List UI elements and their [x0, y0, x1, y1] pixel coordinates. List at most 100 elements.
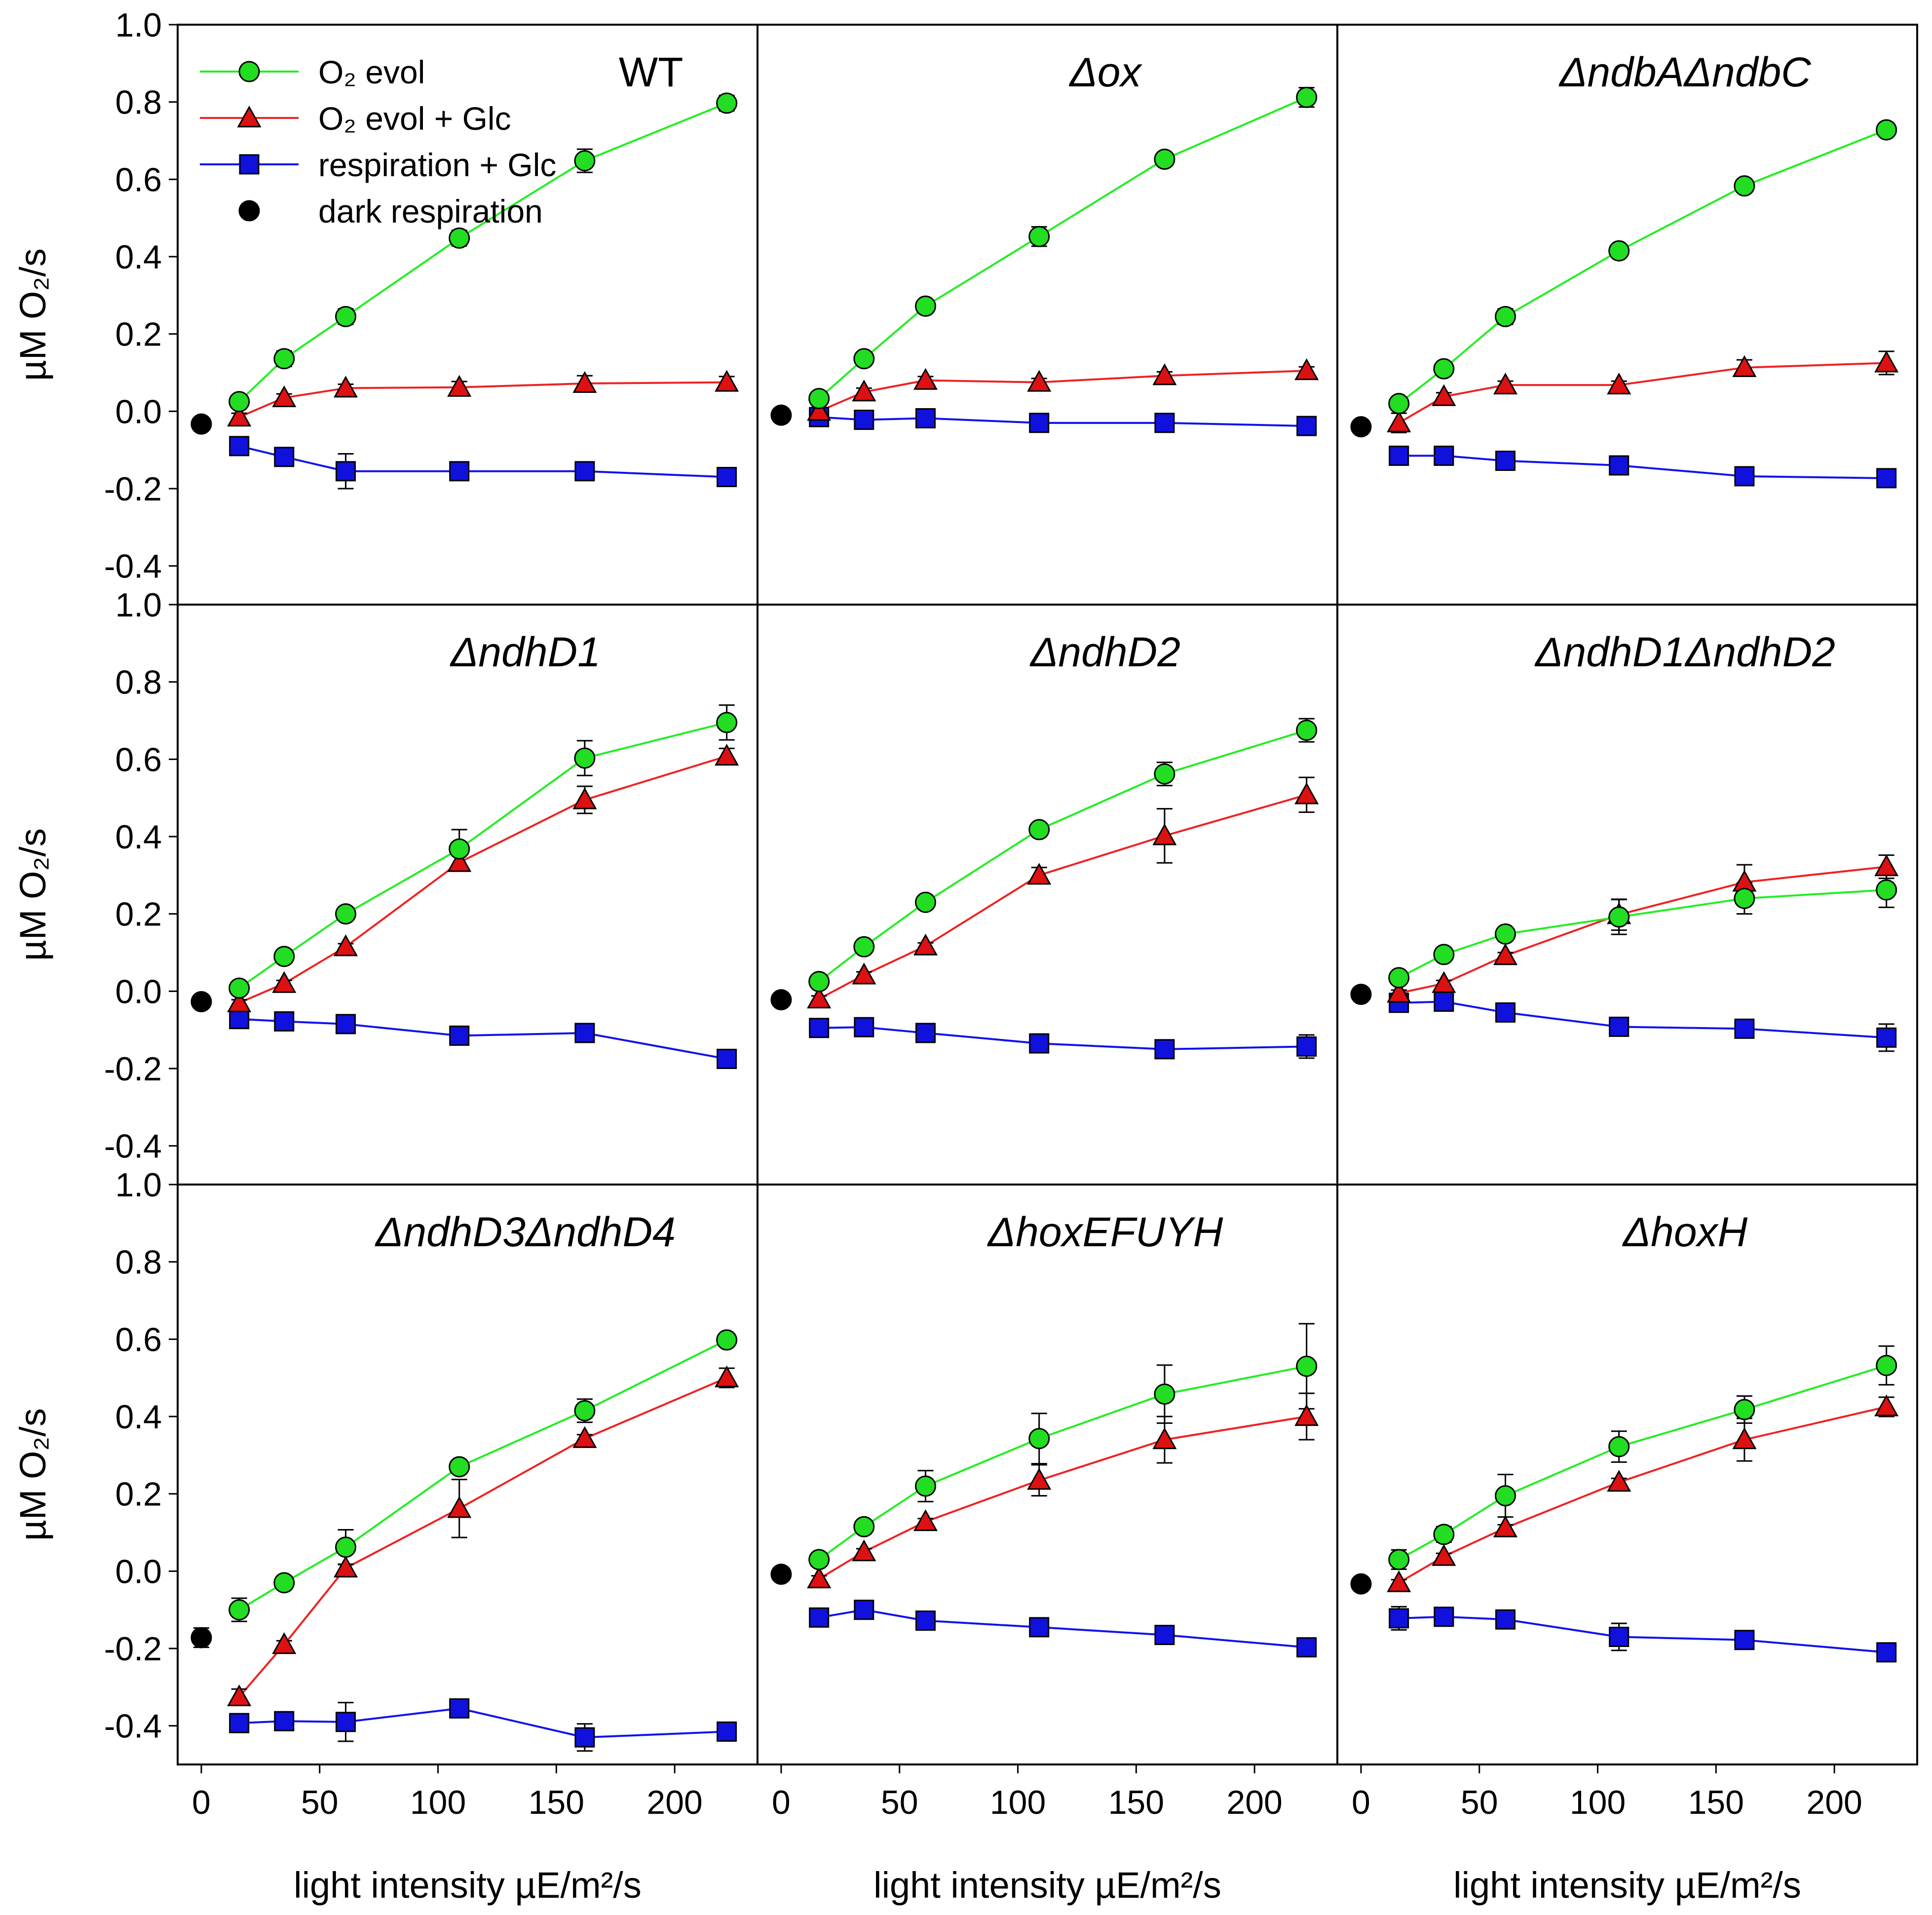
data-point-o2_evol	[228, 1599, 250, 1621]
data-point-o2_evol	[716, 712, 738, 733]
y-tick-label: 0.8	[115, 84, 162, 121]
data-point-o2_evol_glc	[852, 962, 876, 985]
data-point-o2_evol_glc	[447, 850, 472, 872]
data-point-o2_evol_glc	[1432, 971, 1456, 993]
data-point-o2_evol	[273, 1572, 295, 1594]
data-point-resp_glc	[574, 461, 595, 482]
panel-title: ΔhoxH	[1622, 1209, 1748, 1255]
data-point-o2_evol_glc	[1874, 1394, 1899, 1417]
data-point-o2_evol	[716, 92, 738, 114]
panel-title: ΔndhD3ΔndhD4	[375, 1209, 676, 1255]
data-point-resp_glc	[717, 467, 737, 487]
series-line-o2_evol_glc	[1398, 1406, 1887, 1584]
data-point-o2_evol_glc	[715, 1365, 739, 1387]
data-point-o2_evol	[449, 227, 470, 249]
x-tick-label: 200	[1226, 1784, 1282, 1821]
data-point-resp_glc	[229, 1009, 250, 1030]
data-point-o2_evol	[853, 348, 875, 370]
data-point-o2_evol	[574, 747, 596, 769]
data-point-o2_evol_glc	[272, 971, 297, 993]
series-line-resp_glc	[239, 445, 727, 478]
y-tick-label: 0.0	[115, 393, 162, 430]
y-axis-title: µM O₂/s	[12, 1408, 53, 1541]
data-point-o2_evol_glc	[1294, 1404, 1319, 1426]
panel-title: WT	[619, 49, 683, 95]
data-point-o2_evol	[449, 1456, 470, 1478]
series-line-o2_evol_glc	[818, 1416, 1307, 1580]
data-point-o2_evol	[1388, 393, 1410, 415]
data-point-o2_evol_glc	[1732, 355, 1757, 377]
data-point-o2_evol_glc	[1294, 782, 1319, 804]
panel-title: ΔndhD2	[1029, 629, 1180, 675]
y-tick-label: -0.2	[104, 470, 162, 508]
data-point-o2_evol_glc	[572, 371, 597, 393]
legend-swatch-marker	[237, 105, 262, 128]
data-point-resp_glc	[1296, 1036, 1317, 1057]
y-axis-title: µM O₂/s	[12, 828, 53, 961]
y-tick-label: -0.4	[104, 1708, 162, 1745]
data-point-o2_evol	[915, 295, 937, 317]
data-point-dark-respiration	[1350, 984, 1372, 1005]
data-point-o2_evol	[1495, 1485, 1516, 1507]
data-point-resp_glc	[1495, 1002, 1516, 1023]
data-point-o2_evol	[1433, 944, 1455, 965]
data-point-dark-respiration	[770, 1564, 792, 1585]
data-point-o2_evol_glc	[913, 1509, 938, 1532]
data-point-o2_evol	[1028, 1428, 1050, 1450]
y-tick-label: -0.4	[104, 1128, 162, 1165]
data-point-o2_evol_glc	[333, 934, 358, 957]
data-point-resp_glc	[1154, 1039, 1175, 1060]
data-point-o2_evol	[1154, 149, 1175, 170]
y-tick-label: 0.8	[115, 664, 162, 701]
data-point-resp_glc	[336, 1014, 356, 1034]
data-point-o2_evol	[335, 903, 357, 925]
series-line-o2_evol	[1398, 129, 1887, 405]
data-point-o2_evol_glc	[807, 399, 832, 421]
x-axis-title: light intensity µE/m²/s	[873, 1865, 1221, 1906]
data-point-resp_glc	[1434, 1607, 1454, 1627]
data-point-resp_glc	[229, 436, 250, 457]
plot-frame	[177, 24, 1918, 1765]
data-point-o2_evol_glc	[227, 990, 252, 1012]
data-point-resp_glc	[1029, 1617, 1050, 1638]
data-point-resp_glc	[1389, 1608, 1409, 1629]
y-tick-label: 0.0	[115, 1553, 162, 1590]
data-point-resp_glc	[854, 410, 874, 430]
panel-8: ΔhoxH	[1350, 1209, 1899, 1663]
data-point-o2_evol_glc	[333, 1555, 358, 1578]
data-point-o2_evol	[1495, 923, 1516, 945]
series-line-resp_glc	[239, 1707, 727, 1739]
x-tick-label: 200	[646, 1784, 702, 1821]
data-point-o2_evol_glc	[1387, 410, 1411, 432]
data-point-resp_glc	[449, 461, 470, 482]
y-tick-label: 1.0	[115, 1166, 162, 1204]
data-point-o2_evol	[915, 891, 937, 913]
x-tick-label: 0	[1352, 1784, 1370, 1821]
y-tick-label: 0.4	[115, 818, 162, 856]
panel-title: ΔndbAΔndbC	[1558, 49, 1812, 95]
data-point-o2_evol_glc	[272, 385, 297, 408]
data-point-resp_glc	[1734, 466, 1755, 487]
data-point-o2_evol	[574, 1400, 596, 1421]
legend-swatch-marker	[239, 154, 260, 175]
data-point-o2_evol	[853, 1516, 875, 1537]
data-point-o2_evol_glc	[1874, 854, 1899, 877]
data-point-resp_glc	[1734, 1630, 1755, 1650]
data-point-o2_evol_glc	[913, 933, 938, 956]
data-point-dark-respiration	[190, 413, 212, 435]
data-point-o2_evol	[228, 391, 250, 413]
data-point-o2_evol	[808, 387, 830, 409]
series-line-resp_glc	[819, 416, 1307, 427]
data-point-resp_glc	[809, 1607, 830, 1628]
data-point-resp_glc	[854, 1600, 874, 1620]
series-line-o2_evol_glc	[238, 1377, 727, 1698]
data-point-o2_evol	[1296, 1355, 1318, 1377]
series-line-o2_evol	[818, 729, 1307, 983]
data-point-o2_evol_glc	[852, 1539, 876, 1562]
y-tick-label: -0.2	[104, 1630, 162, 1668]
data-point-o2_evol	[808, 971, 830, 993]
series-line-o2_evol	[1398, 1364, 1887, 1561]
x-tick-label: 150	[1688, 1784, 1744, 1821]
data-point-resp_glc	[1876, 1027, 1897, 1048]
